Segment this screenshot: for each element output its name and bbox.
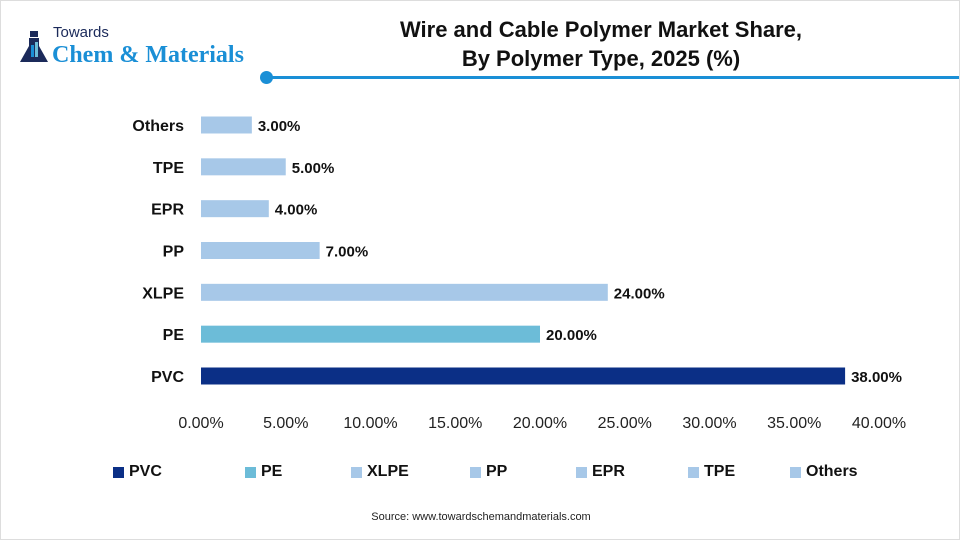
- legend-label: Others: [806, 463, 858, 480]
- category-label: TPE: [153, 160, 184, 177]
- legend-swatch: [790, 466, 801, 478]
- x-tick-label: 5.00%: [263, 415, 308, 432]
- chart-title-line-1: Wire and Cable Polymer Market Share,: [399, 17, 803, 42]
- legend-item-pe: PE: [245, 463, 282, 481]
- legend-label: PVC: [129, 463, 162, 480]
- legend-swatch: [351, 466, 362, 478]
- data-label: 38.00%: [851, 369, 902, 386]
- logo: Towards Chem & Materials: [19, 25, 259, 71]
- bar-tpe: [201, 158, 286, 176]
- bar-epr: [201, 200, 269, 218]
- legend-item-pvc: PVC: [113, 463, 162, 481]
- data-label: 3.00%: [258, 118, 301, 135]
- legend-label: PP: [486, 463, 508, 480]
- legend: PVC PE XLPE PP EPR TPE Others: [113, 463, 873, 483]
- data-label: 4.00%: [275, 202, 318, 219]
- x-tick-label: 25.00%: [598, 415, 652, 432]
- category-label: PE: [163, 327, 185, 344]
- flask-icon: [20, 31, 48, 62]
- x-tick-label: 10.00%: [343, 415, 397, 432]
- chart-title-line-2: By Polymer Type, 2025 (%): [461, 46, 741, 71]
- bar-pvc: [201, 367, 846, 385]
- legend-swatch: [470, 466, 481, 478]
- title-rule: [271, 76, 959, 79]
- legend-label: PE: [261, 463, 283, 480]
- legend-swatch: [245, 466, 256, 478]
- legend-item-pp: PP: [470, 463, 507, 481]
- source-note: Source: www.towardschemandmaterials.com: [371, 511, 591, 523]
- category-label: Others: [132, 118, 184, 135]
- x-tick-label: 30.00%: [682, 415, 736, 432]
- legend-swatch: [688, 466, 699, 478]
- x-tick-label: 20.00%: [513, 415, 567, 432]
- logo-line-2: Chem & Materials: [52, 42, 244, 68]
- category-label: PP: [163, 244, 185, 261]
- data-label: 5.00%: [292, 160, 335, 177]
- legend-label: EPR: [592, 463, 625, 480]
- bar-pe: [201, 325, 540, 343]
- legend-item-xlpe: XLPE: [351, 463, 409, 481]
- bar-others: [201, 116, 252, 134]
- title-rule-dot: [260, 71, 273, 84]
- legend-swatch: [113, 466, 124, 478]
- legend-item-tpe: TPE: [688, 463, 735, 481]
- data-label: 20.00%: [546, 327, 597, 344]
- data-label: 24.00%: [614, 285, 665, 302]
- category-label: XLPE: [142, 285, 184, 302]
- legend-label: XLPE: [367, 463, 409, 480]
- chart-title: Wire and Cable Polymer Market Share, By P…: [341, 15, 861, 73]
- legend-item-epr: EPR: [576, 463, 625, 481]
- x-tick-label: 0.00%: [178, 415, 223, 432]
- bar-xlpe: [201, 283, 608, 301]
- x-tick-label: 40.00%: [852, 415, 906, 432]
- legend-label: TPE: [704, 463, 736, 480]
- x-tick-label: 35.00%: [767, 415, 821, 432]
- data-label: 7.00%: [326, 244, 369, 261]
- bar-pp: [201, 242, 320, 259]
- legend-item-others: Others: [790, 463, 858, 481]
- legend-swatch: [576, 466, 587, 478]
- logo-line-1: Towards: [53, 24, 109, 41]
- category-label: EPR: [151, 202, 184, 219]
- x-tick-label: 15.00%: [428, 415, 482, 432]
- category-label: PVC: [151, 369, 184, 386]
